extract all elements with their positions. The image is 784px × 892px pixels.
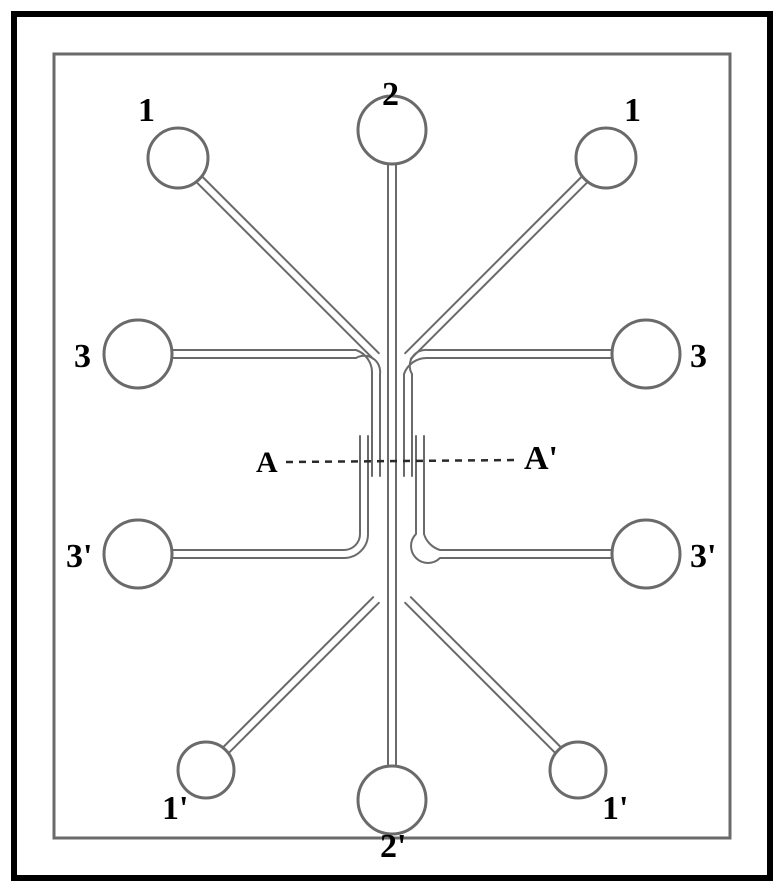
port-p2p (358, 766, 426, 834)
channel-ch2 (388, 164, 396, 774)
channel-ch1pL (223, 597, 379, 753)
ports (104, 96, 680, 834)
channel-ch1R (405, 176, 587, 358)
channel-ch1L (196, 176, 378, 358)
port-label-p3pR: 3' (690, 538, 716, 576)
section-label-A: A (256, 446, 278, 480)
port-label-p1pL: 1' (162, 790, 188, 828)
port-label-p3pL: 3' (66, 538, 92, 576)
port-label-p1pR: 1' (602, 790, 628, 828)
port-p3L (104, 320, 172, 388)
channel-ch1pR (405, 597, 561, 753)
channel-ch2 (388, 164, 396, 774)
port-label-p3R: 3 (690, 338, 707, 376)
port-p1L (148, 128, 208, 188)
port-label-p2: 2 (382, 76, 399, 114)
port-p1R (576, 128, 636, 188)
microfluidic-diagram (0, 0, 784, 892)
channel-ch3R (404, 350, 612, 476)
port-p1pR (550, 742, 606, 798)
port-label-p2p: 2' (380, 828, 406, 866)
channel-ch3pR (411, 436, 612, 563)
port-label-p1R: 1 (624, 92, 641, 130)
port-p3R (612, 320, 680, 388)
port-label-p3L: 3 (74, 338, 91, 376)
port-label-p1L: 1 (138, 92, 155, 130)
section-label-Aprime: A' (524, 440, 558, 478)
section-line (286, 460, 518, 462)
port-p3pR (612, 520, 680, 588)
diagram-root: 1 2 1 3 3 3' 3' 1' 2' 1' A A' (0, 0, 784, 892)
port-p3pL (104, 520, 172, 588)
